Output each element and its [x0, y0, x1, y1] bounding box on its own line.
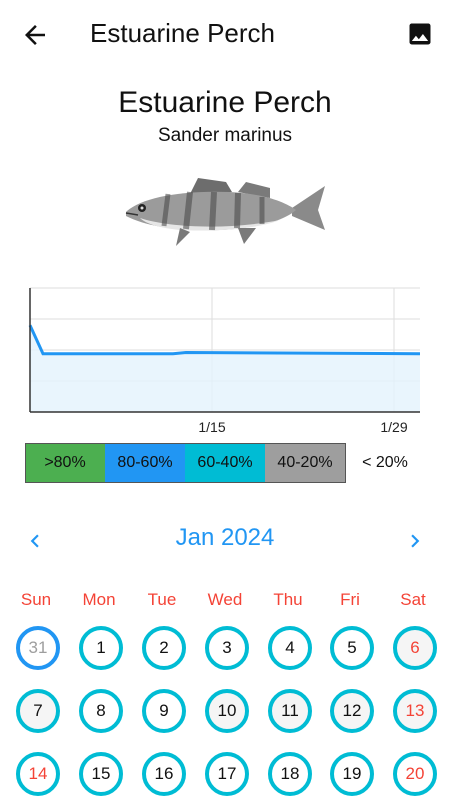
- calendar-day[interactable]: 10: [205, 689, 249, 733]
- weekday-thu: Thu: [273, 590, 303, 609]
- arrow-back-icon[interactable]: [20, 20, 50, 50]
- page-title: Estuarine Perch: [90, 18, 275, 48]
- weekday-wed: Wed: [207, 590, 243, 609]
- calendar-day[interactable]: 14: [16, 752, 60, 796]
- calendar-day[interactable]: 19: [330, 752, 374, 796]
- app-bar: Estuarine Perch: [0, 0, 450, 70]
- chart-x-tick-label: 1/29: [380, 419, 407, 435]
- chart-line: [28, 324, 421, 356]
- legend-item-over-80: >80%: [25, 443, 105, 482]
- calendar-day[interactable]: 17: [205, 752, 249, 796]
- coverage-legend: >80% 80-60% 60-40% 40-20% < 20%: [25, 443, 425, 482]
- image-icon[interactable]: [406, 20, 434, 48]
- percentage-chart: 1/15 1/29: [28, 287, 421, 435]
- legend-item-80-60: 80-60%: [105, 443, 185, 482]
- calendar-day[interactable]: 16: [142, 752, 186, 796]
- month-label[interactable]: Jan 2024: [175, 524, 275, 551]
- weekday-fri: Fri: [340, 590, 360, 609]
- chart-x-tick-label: 1/15: [198, 419, 225, 435]
- calendar-day[interactable]: 5: [330, 626, 374, 670]
- chevron-right-icon[interactable]: [402, 528, 428, 554]
- calendar-day[interactable]: 31: [16, 626, 60, 670]
- chart-x-ticks: 1/15 1/29: [198, 419, 407, 435]
- month-navigation: Jan 2024: [0, 520, 450, 560]
- chevron-left-icon[interactable]: [22, 528, 48, 554]
- calendar-day[interactable]: 7: [16, 689, 60, 733]
- calendar-day[interactable]: 2: [142, 626, 186, 670]
- calendar-day[interactable]: 4: [268, 626, 312, 670]
- calendar-day[interactable]: 9: [142, 689, 186, 733]
- calendar-day[interactable]: 13: [393, 689, 437, 733]
- calendar-day[interactable]: 18: [268, 752, 312, 796]
- weekday-sat: Sat: [400, 590, 426, 609]
- calendar-day[interactable]: 11: [268, 689, 312, 733]
- species-common-name: Estuarine Perch: [118, 86, 332, 119]
- legend-item-60-40: 60-40%: [185, 443, 265, 482]
- calendar-day[interactable]: 3: [205, 626, 249, 670]
- calendar-day[interactable]: 20: [393, 752, 437, 796]
- fish-illustration: [125, 178, 325, 246]
- calendar-day[interactable]: 15: [79, 752, 123, 796]
- chart-area-fill: [30, 325, 420, 412]
- calendar-day[interactable]: 1: [79, 626, 123, 670]
- calendar-day[interactable]: 12: [330, 689, 374, 733]
- weekday-sun: Sun: [20, 590, 52, 609]
- weekday-tue: Tue: [147, 590, 177, 609]
- legend-item-40-20: 40-20%: [265, 443, 345, 482]
- chart-axes: [29, 288, 420, 413]
- species-scientific-name: Sander marinus: [157, 125, 293, 146]
- calendar-day[interactable]: 8: [79, 689, 123, 733]
- legend-item-under-20: < 20%: [345, 443, 425, 482]
- weekday-mon: Mon: [82, 590, 116, 609]
- calendar-day[interactable]: 6: [393, 626, 437, 670]
